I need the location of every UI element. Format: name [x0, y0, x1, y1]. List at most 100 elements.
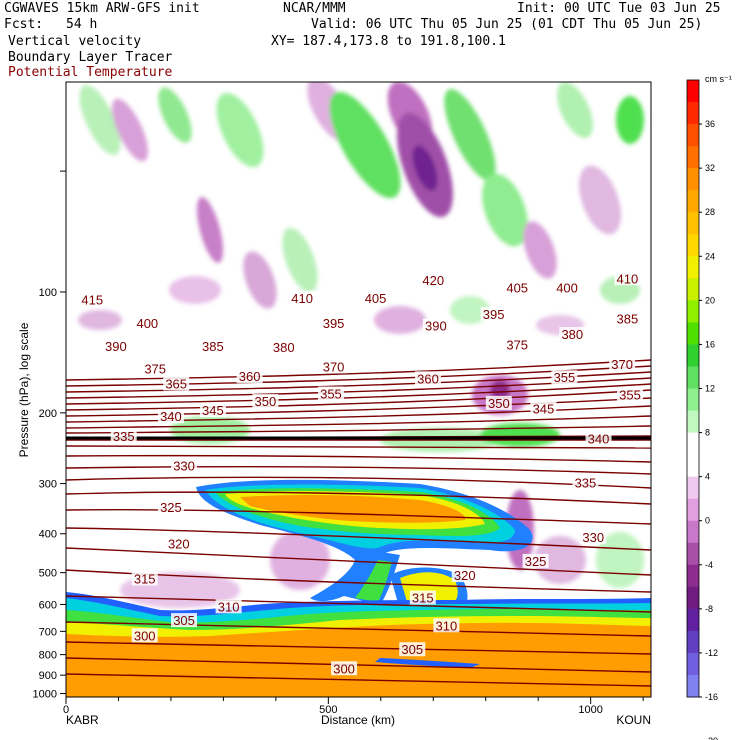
colorbar-segment — [687, 542, 699, 566]
theta-contour — [66, 508, 651, 525]
x-axis-title: Distance (km) — [321, 713, 395, 727]
theta-label: 355 — [320, 386, 342, 401]
theta-label: 325 — [525, 554, 547, 569]
downdraft-core — [490, 380, 510, 400]
colorbar-label: 16 — [705, 339, 715, 349]
updraft-cell — [616, 96, 644, 144]
right-endpoint-label: KOUN — [616, 713, 651, 727]
header-fcst-value: 54 h — [66, 17, 98, 32]
x-tick-label: 500 — [319, 704, 337, 716]
theta-label: 355 — [554, 370, 576, 385]
theta-label-bg — [609, 356, 636, 371]
theta-label-bg — [422, 318, 449, 333]
theta-label-bg — [252, 394, 279, 409]
theta-label: 330 — [173, 458, 195, 473]
colorbar-segment — [687, 344, 699, 367]
theta-label: 315 — [412, 591, 434, 606]
theta-label-bg — [331, 661, 358, 676]
theta-label: 380 — [273, 340, 295, 355]
colorbar-segment — [687, 366, 699, 389]
theta-label-bg — [399, 642, 426, 657]
theta-label-bg — [199, 338, 226, 353]
tracer-bl-orange — [66, 622, 651, 680]
colorbar-label: -12 — [705, 648, 718, 658]
header-line1-mid: NCAR/MMM — [283, 1, 346, 16]
colorbar-segment — [687, 454, 699, 478]
theta-label-bg — [433, 618, 460, 633]
y-tick-label: 700 — [39, 626, 57, 638]
colorbar-segment — [687, 498, 699, 522]
theta-label-bg — [236, 369, 263, 384]
header-field-boundary-layer-tracer: Boundary Layer Tracer — [8, 50, 173, 65]
theta-contour — [66, 491, 651, 505]
downdraft-cell — [579, 165, 621, 235]
y-tick-label: 200 — [39, 408, 57, 420]
colorbar-label: -16 — [705, 692, 718, 702]
theta-label-bg — [451, 568, 478, 583]
theta-label-bg — [134, 315, 161, 330]
theta-label-bg — [504, 280, 531, 295]
theta-label-bg — [110, 429, 137, 444]
theta-label-bg — [572, 475, 599, 490]
header-fcst-label: Fcst: — [4, 17, 44, 32]
theta-label: 405 — [506, 280, 528, 295]
downdraft-cell — [374, 306, 426, 334]
theta-contour — [66, 527, 651, 551]
colorbar-segment — [687, 278, 699, 301]
updraft-cell — [79, 85, 121, 155]
colorbar-label: 12 — [705, 384, 715, 394]
theta-contour — [66, 383, 651, 405]
theta-label: 300 — [333, 661, 355, 676]
theta-label: 405 — [365, 291, 387, 306]
theta-contour — [66, 454, 651, 463]
colorbar-segment — [687, 608, 699, 632]
boundary-layer-tracer — [66, 479, 651, 697]
theta-label: 410 — [291, 291, 313, 306]
y-tick-label: 100 — [39, 287, 57, 299]
theta-label-bg — [320, 359, 347, 374]
theta-contour — [66, 371, 651, 393]
theta-label: 355 — [619, 387, 641, 402]
theta-label-bg — [551, 370, 578, 385]
downdraft-cell — [169, 276, 221, 304]
theta-label: 375 — [506, 338, 528, 353]
theta-label: 300 — [134, 628, 156, 643]
theta-label-bg — [131, 571, 158, 586]
theta-label: 395 — [483, 307, 505, 322]
colorbar: 36 32 28 24 20 16 12 8 4 0 -4 -8 -12 -16 -20 — [686, 79, 718, 740]
theta-contour — [66, 621, 651, 637]
theta-label: 420 — [422, 273, 444, 288]
header-valid: Valid: 06 UTC Thu 05 Jun 25 (01 CDT Thu … — [311, 17, 703, 32]
theta-label: 375 — [144, 362, 166, 377]
colorbar-unit: cm s⁻¹ — [705, 74, 732, 84]
theta-contour — [66, 595, 651, 613]
theta-label-bg — [480, 306, 507, 321]
updraft-cell — [329, 91, 401, 199]
theta-label: 400 — [136, 316, 158, 331]
colorbar-label: 8 — [705, 428, 710, 438]
downdraft-cell — [270, 530, 330, 590]
theta-label: 345 — [202, 403, 224, 418]
theta-label: 310 — [436, 618, 458, 633]
theta-label-bg — [554, 280, 581, 295]
updraft-cell — [557, 82, 593, 138]
theta-label: 340 — [588, 431, 610, 446]
theta-label-bg — [585, 431, 612, 446]
tracer-bl-lower-orange — [66, 665, 651, 697]
theta-label: 390 — [425, 319, 447, 334]
theta-label-bg — [79, 292, 106, 307]
y-tick-label: 300 — [39, 479, 57, 491]
theta-label: 395 — [323, 316, 345, 331]
theta-label: 325 — [160, 500, 182, 515]
y-axis: 100 200 300 400 500 600 700 800 900 1000 — [33, 170, 66, 701]
theta-label-bg — [317, 386, 344, 401]
updraft-cell — [216, 92, 264, 168]
theta-contour — [66, 415, 651, 429]
theta-contour — [66, 465, 651, 475]
theta-label-bg — [614, 271, 641, 286]
header-line1-left: CGWAVES 15km ARW-GFS init — [4, 1, 200, 16]
theta-label-bg — [163, 376, 190, 391]
colorbar-label: 20 — [705, 295, 715, 305]
colorbar-label: 32 — [705, 163, 715, 173]
theta-label-bg — [409, 590, 436, 605]
